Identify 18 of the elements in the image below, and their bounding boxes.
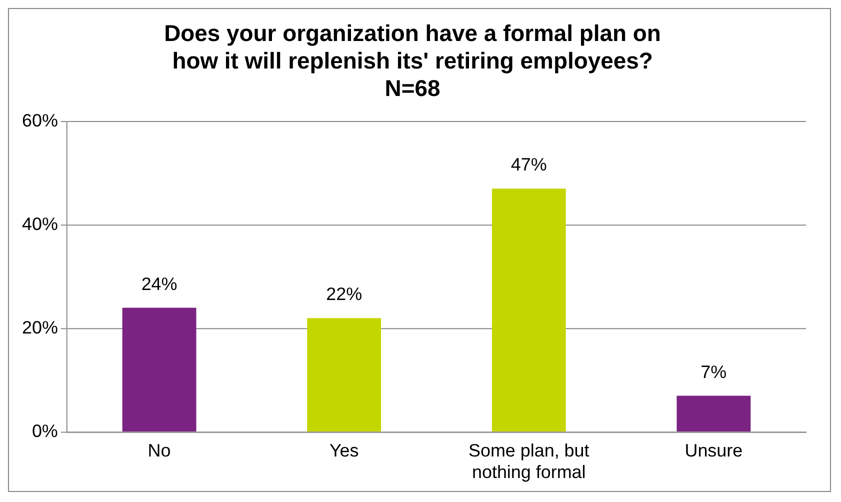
- x-tick-label: No: [148, 440, 171, 461]
- x-tick-label: Some plan, but nothing formal: [468, 440, 590, 482]
- bar: [676, 396, 751, 432]
- data-label: 47%: [510, 154, 547, 175]
- bar: [492, 188, 566, 432]
- y-tick-label: 40%: [22, 214, 58, 234]
- y-tick-label: 0%: [32, 421, 58, 441]
- x-tick-label: Unsure: [684, 440, 743, 461]
- chart-title: Does your organization have a formal plan on how it will replenish its' retiring employees?: [164, 20, 661, 74]
- data-label: 7%: [700, 362, 727, 382]
- data-label: 24%: [141, 274, 178, 294]
- y-tick-label: 20%: [22, 317, 58, 338]
- data-label: 22%: [326, 284, 362, 304]
- chart-subtitle: N=68: [384, 75, 440, 101]
- x-tick-label: Yes: [329, 440, 359, 461]
- y-tick-label: 60%: [22, 110, 58, 130]
- bar: [122, 308, 196, 432]
- bar: [307, 318, 382, 432]
